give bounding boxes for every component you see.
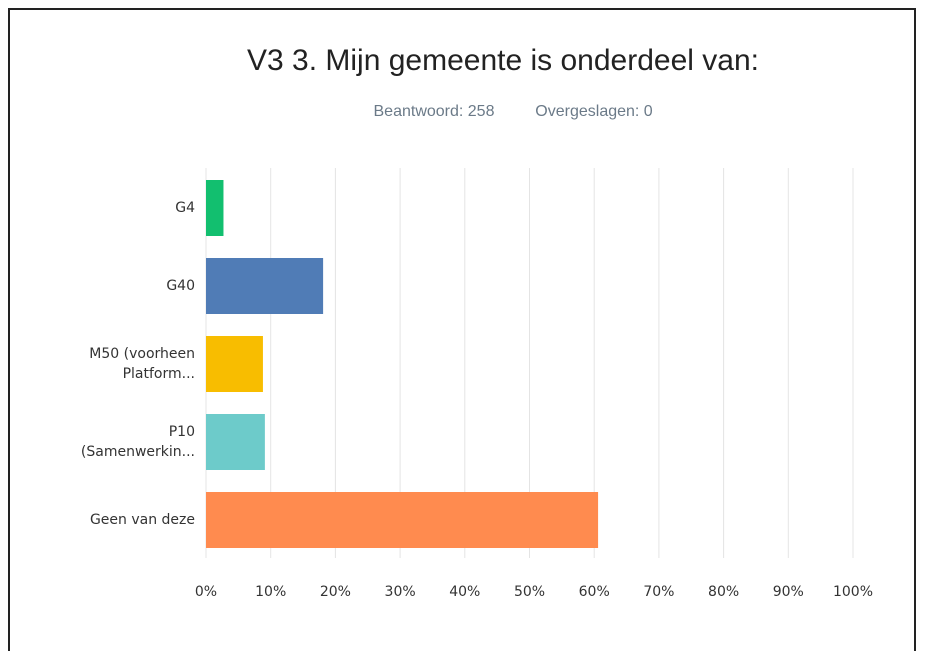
y-tick-label: M50 (voorheen Platform...: [89, 346, 195, 382]
x-tick-label: 100%: [833, 584, 873, 600]
bar: [206, 180, 224, 236]
chart-title: V3 3. Mijn gemeente is onderdeel van:: [247, 44, 759, 77]
x-tick-label: 40%: [449, 584, 480, 600]
skipped: Overgeslagen: 0: [535, 103, 653, 120]
y-tick-label: Geen van deze: [89, 512, 195, 528]
x-tick-label: 20%: [320, 584, 351, 600]
answered: Beantwoord: 258: [374, 103, 495, 120]
x-tick-label: 80%: [708, 584, 739, 600]
bar: [206, 492, 599, 548]
x-tick-label: 90%: [773, 584, 804, 600]
bar: [206, 336, 263, 392]
x-tick-label: 70%: [643, 584, 674, 600]
y-tick-label: G4: [175, 200, 195, 216]
y-tick-label: G40: [166, 278, 195, 294]
x-tick-label: 30%: [385, 584, 416, 600]
x-tick-label: 10%: [255, 584, 286, 600]
bar: [206, 414, 265, 470]
y-tick-label: P10 (Samenwerkin...: [80, 424, 195, 460]
bar: [206, 258, 324, 314]
x-tick-label: 50%: [514, 584, 545, 600]
x-tick-label: 0%: [195, 584, 217, 600]
x-tick-label: 60%: [579, 584, 610, 600]
frame: [8, 8, 916, 651]
